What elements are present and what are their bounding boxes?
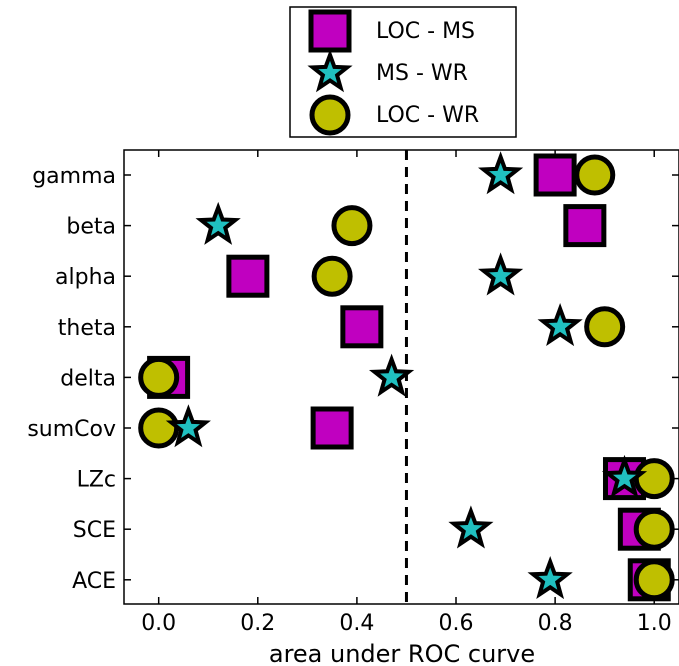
point-square-beta bbox=[563, 204, 607, 248]
point-circle-ACE bbox=[633, 559, 675, 601]
point-star-ACE bbox=[527, 556, 573, 600]
y-tick-label: alpha bbox=[55, 265, 116, 290]
legend-item-1: MS - WR bbox=[307, 49, 468, 93]
point-square-sumCov bbox=[310, 406, 354, 450]
point-star-SCE bbox=[448, 505, 494, 549]
x-tick-label: 1.0 bbox=[637, 611, 672, 636]
data-markers bbox=[138, 151, 675, 602]
legend-star-icon bbox=[307, 49, 353, 93]
x-tick-label: 0.2 bbox=[240, 611, 275, 636]
y-tick-label: theta bbox=[58, 316, 116, 341]
point-star-alpha bbox=[478, 252, 524, 296]
point-square-theta bbox=[340, 305, 384, 349]
y-tick-label: beta bbox=[66, 215, 116, 240]
y-tick-label: ACE bbox=[72, 569, 116, 594]
point-circle-LZc bbox=[633, 458, 675, 500]
legend-item-2: LOC - WR bbox=[309, 94, 479, 136]
x-tick-label: 0.6 bbox=[439, 611, 474, 636]
y-axis: gamma beta alpha theta delta sumCov LZc SCE ACE bbox=[27, 164, 679, 594]
x-tick-label: 0.4 bbox=[339, 611, 374, 636]
legend-circle-icon bbox=[309, 94, 351, 136]
point-circle-gamma bbox=[574, 154, 616, 196]
legend: LOC - MS MS - WR LOC - WR bbox=[289, 6, 517, 138]
y-tick-label: sumCov bbox=[27, 417, 116, 442]
y-tick-label: LZc bbox=[77, 468, 116, 493]
point-star-gamma bbox=[478, 151, 524, 195]
x-tick-label: 0.0 bbox=[141, 611, 176, 636]
x-tick-label: 0.8 bbox=[538, 611, 573, 636]
legend-square-icon bbox=[308, 9, 352, 53]
y-tick-label: delta bbox=[60, 366, 116, 391]
point-star-theta bbox=[537, 303, 583, 347]
point-circle-delta bbox=[138, 356, 180, 398]
point-circle-sumCov bbox=[138, 407, 180, 449]
x-axis: 0.0 0.2 0.4 0.6 0.8 1.0 bbox=[141, 150, 672, 636]
point-square-gamma bbox=[533, 153, 577, 197]
point-star-beta bbox=[195, 201, 241, 245]
point-circle-theta bbox=[584, 306, 626, 348]
legend-label-1: MS - WR bbox=[376, 61, 468, 86]
point-circle-SCE bbox=[633, 508, 675, 550]
x-axis-label: area under ROC curve bbox=[269, 640, 535, 666]
point-star-delta bbox=[369, 353, 415, 397]
point-star-LZc bbox=[601, 454, 648, 498]
legend-marker-star bbox=[307, 49, 353, 93]
point-star-sumCov bbox=[165, 404, 211, 448]
legend-label-2: LOC - WR bbox=[376, 103, 479, 128]
legend-marker-circle bbox=[309, 94, 351, 136]
point-circle-alpha bbox=[311, 255, 353, 297]
legend-label-0: LOC - MS bbox=[376, 19, 475, 44]
point-circle-beta bbox=[331, 205, 373, 247]
point-square-alpha bbox=[226, 254, 270, 298]
legend-marker-square bbox=[308, 9, 352, 53]
y-tick-label: gamma bbox=[32, 164, 116, 189]
y-tick-label: SCE bbox=[73, 518, 116, 543]
